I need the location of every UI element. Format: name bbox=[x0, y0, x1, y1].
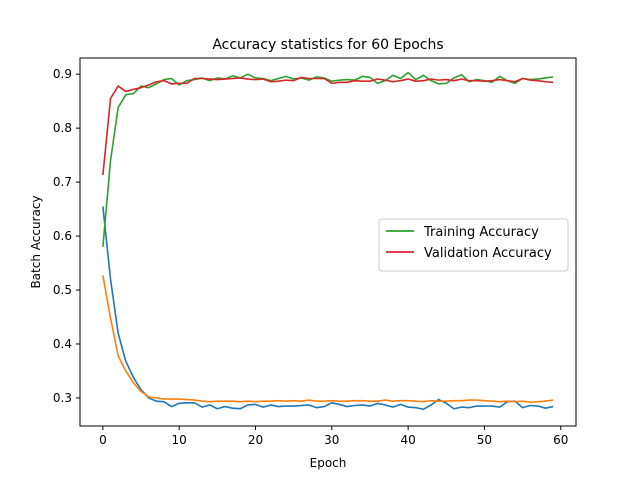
chart-title: Accuracy statistics for 60 Epochs bbox=[212, 37, 443, 53]
series-line-unlabeled-2 bbox=[102, 275, 554, 404]
legend: Training Accuracy Validation Accuracy bbox=[378, 218, 569, 272]
x-axis: 0 10 20 30 40 50 60 bbox=[99, 426, 568, 447]
x-tick-label: 50 bbox=[477, 433, 492, 447]
series-line-unlabeled-1 bbox=[102, 206, 554, 411]
x-tick-label: 20 bbox=[248, 433, 263, 447]
x-tick-label: 30 bbox=[324, 433, 339, 447]
x-tick-label: 40 bbox=[400, 433, 415, 447]
series-layer bbox=[102, 71, 554, 411]
x-tick-label: 10 bbox=[172, 433, 187, 447]
y-tick-label: 0.5 bbox=[53, 283, 72, 297]
y-tick-label: 0.9 bbox=[53, 67, 72, 81]
y-axis: 0.3 0.4 0.5 0.6 0.7 0.8 0.9 bbox=[53, 67, 80, 405]
y-tick-label: 0.6 bbox=[53, 229, 72, 243]
series-line-validation-accuracy bbox=[102, 76, 554, 176]
legend-box bbox=[378, 218, 569, 272]
plot-frame bbox=[79, 57, 577, 427]
legend-entry: Validation Accuracy bbox=[424, 246, 552, 261]
legend-entry: Training Accuracy bbox=[423, 225, 539, 240]
x-tick-label: 60 bbox=[553, 433, 568, 447]
y-axis-label: Batch Accuracy bbox=[29, 195, 43, 288]
y-tick-label: 0.3 bbox=[53, 391, 72, 405]
y-tick-label: 0.4 bbox=[53, 337, 72, 351]
x-axis-label: Epoch bbox=[310, 456, 347, 470]
y-tick-label: 0.7 bbox=[53, 175, 72, 189]
x-tick-label: 0 bbox=[99, 433, 107, 447]
y-tick-label: 0.8 bbox=[53, 121, 72, 135]
